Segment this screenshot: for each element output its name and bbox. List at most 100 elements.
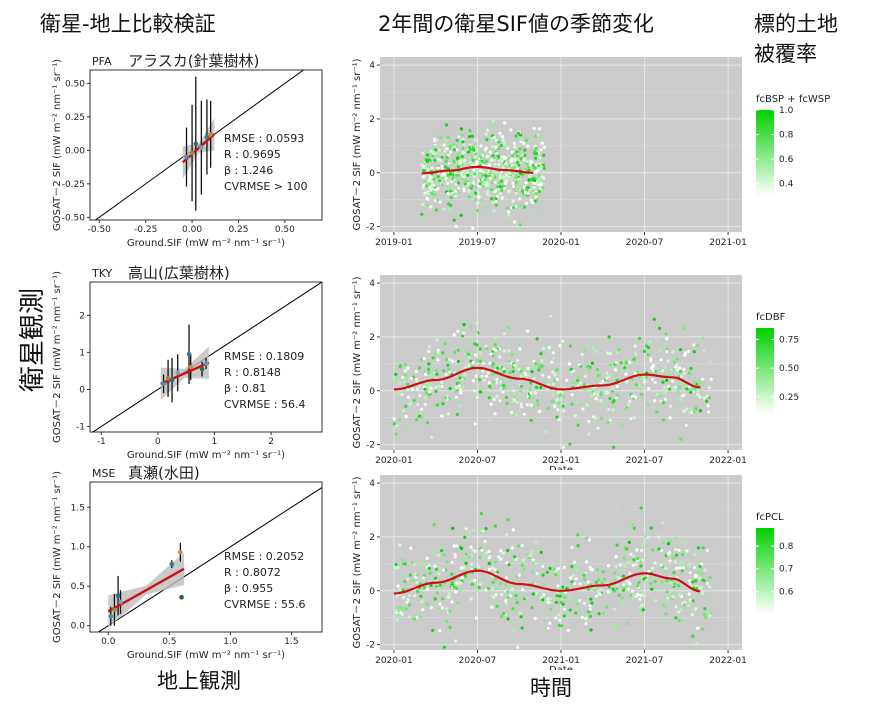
- legend-title: fcPCL: [756, 512, 784, 523]
- sif-point: [472, 528, 476, 532]
- sif-point: [598, 373, 602, 377]
- sif-point: [615, 624, 619, 628]
- sif-point: [664, 332, 668, 336]
- sif-point: [446, 363, 450, 367]
- sif-point: [510, 353, 514, 357]
- sif-point: [520, 153, 524, 157]
- sif-point: [455, 395, 459, 399]
- sif-point: [539, 148, 543, 152]
- sif-point: [572, 381, 576, 385]
- sif-point: [548, 607, 552, 611]
- sif-point: [655, 410, 659, 414]
- sif-point: [695, 382, 699, 386]
- sif-point: [396, 392, 400, 396]
- sif-point: [671, 556, 676, 560]
- sif-point: [481, 170, 485, 174]
- sif-point: [471, 379, 475, 383]
- sif-point: [410, 387, 414, 391]
- data-point: [184, 154, 189, 160]
- sif-point: [508, 387, 512, 391]
- sif-point: [535, 572, 539, 576]
- sif-point: [519, 615, 523, 619]
- trend-line: [393, 366, 701, 391]
- y-tick-label: -2: [366, 441, 375, 451]
- sif-point: [685, 387, 689, 391]
- sif-point: [555, 415, 559, 419]
- sif-point: [593, 588, 597, 592]
- sif-point: [636, 592, 640, 597]
- sif-point: [516, 645, 520, 649]
- sif-point: [537, 177, 541, 181]
- sif-point: [505, 206, 510, 210]
- sif-point: [398, 365, 402, 369]
- sif-point: [576, 544, 580, 548]
- x-tick-label: 2021-01: [542, 656, 580, 666]
- sif-point: [627, 560, 631, 564]
- sif-point: [583, 577, 587, 581]
- sif-point: [546, 626, 550, 630]
- sif-point: [479, 511, 484, 516]
- sif-point: [456, 181, 460, 185]
- sif-point: [528, 396, 532, 400]
- sif-point: [674, 547, 678, 552]
- sif-point: [425, 568, 429, 573]
- sif-point: [520, 543, 524, 548]
- sif-point: [398, 543, 402, 547]
- sif-point: [532, 185, 536, 189]
- sif-point: [639, 593, 643, 597]
- sif-point: [420, 212, 424, 216]
- sif-point: [446, 173, 450, 177]
- sif-point: [448, 172, 453, 176]
- sif-point: [440, 414, 444, 418]
- sif-point: [639, 377, 643, 382]
- sif-point: [398, 605, 402, 609]
- sif-point: [487, 381, 491, 385]
- sif-point: [533, 170, 537, 174]
- sif-point: [408, 603, 412, 607]
- sif-point: [575, 602, 579, 606]
- sif-point: [486, 371, 490, 375]
- sif-point: [524, 181, 528, 185]
- sif-point: [463, 182, 467, 186]
- data-point: [179, 594, 184, 600]
- y-tick-label: 0.25: [65, 113, 85, 123]
- sif-point: [396, 565, 400, 569]
- sif-point: [425, 203, 429, 207]
- sif-point: [617, 576, 621, 580]
- sif-point: [453, 555, 457, 559]
- sif-point: [707, 410, 711, 414]
- sif-point: [423, 586, 427, 590]
- sif-point: [475, 208, 480, 213]
- sif-point: [570, 545, 574, 550]
- sif-point: [618, 563, 622, 567]
- sif-point: [674, 365, 678, 369]
- sif-point: [429, 205, 433, 209]
- sif-point: [433, 597, 437, 601]
- x-tick-label: 2020-07: [626, 238, 664, 248]
- sif-point: [546, 349, 550, 353]
- sif-point: [521, 367, 525, 371]
- sif-point: [670, 368, 674, 372]
- sif-point: [584, 374, 588, 378]
- sif-point: [566, 628, 570, 632]
- sif-point: [514, 175, 518, 179]
- sif-point: [434, 385, 438, 390]
- sif-point: [583, 383, 587, 387]
- sif-point: [452, 148, 456, 152]
- sif-point: [629, 593, 633, 597]
- sif-point: [706, 404, 710, 408]
- sif-point: [584, 582, 588, 586]
- x-tick-label: 0.25: [228, 225, 248, 235]
- plot-layer: [97, 486, 322, 632]
- sif-point: [539, 550, 543, 554]
- sif-point: [599, 416, 604, 420]
- sif-point: [438, 200, 442, 204]
- y-tick-label: 4: [369, 479, 375, 489]
- sif-point: [518, 147, 522, 151]
- sif-point: [398, 381, 402, 385]
- sif-point: [450, 580, 454, 584]
- sif-point: [682, 327, 686, 331]
- sif-point: [510, 150, 514, 154]
- sif-point: [525, 403, 529, 407]
- sif-point: [596, 426, 600, 430]
